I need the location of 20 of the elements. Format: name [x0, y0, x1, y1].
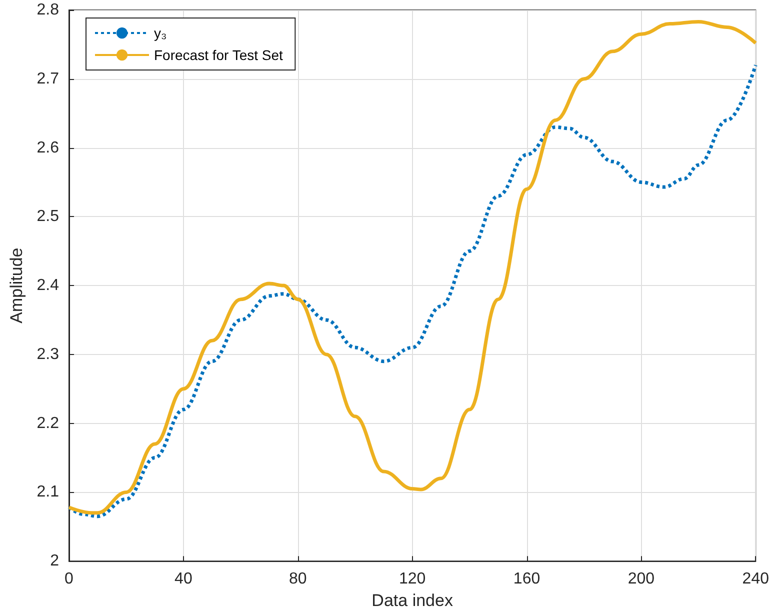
x-tick-label: 0	[64, 570, 74, 588]
y-tick-label: 2.3	[36, 346, 60, 363]
y-axis-title: Amplitude	[7, 248, 26, 324]
x-tick-label: 200	[628, 570, 655, 588]
legend-label: y₃	[154, 25, 167, 41]
x-tick-label: 80	[288, 570, 307, 588]
y-tick-label: 2.1	[36, 484, 60, 501]
x-tick-label: 120	[398, 570, 426, 588]
y-tick-label: 2.2	[36, 414, 60, 432]
y-tick-label: 2	[50, 552, 60, 570]
legend-label: Forecast for Test Set	[154, 47, 284, 63]
x-tick-label: 160	[513, 570, 540, 588]
x-axis-title: Data index	[372, 591, 454, 610]
x-tick-label: 40	[174, 570, 192, 588]
y-tick-label: 2.7	[36, 70, 60, 88]
y-tick-label: 2.6	[36, 139, 60, 156]
y-tick-label: 2.5	[36, 208, 60, 226]
y-tick-label: 2.8	[36, 2, 60, 18]
x-tick-label: 240	[742, 570, 770, 588]
y-tick-label: 2.4	[36, 277, 60, 294]
